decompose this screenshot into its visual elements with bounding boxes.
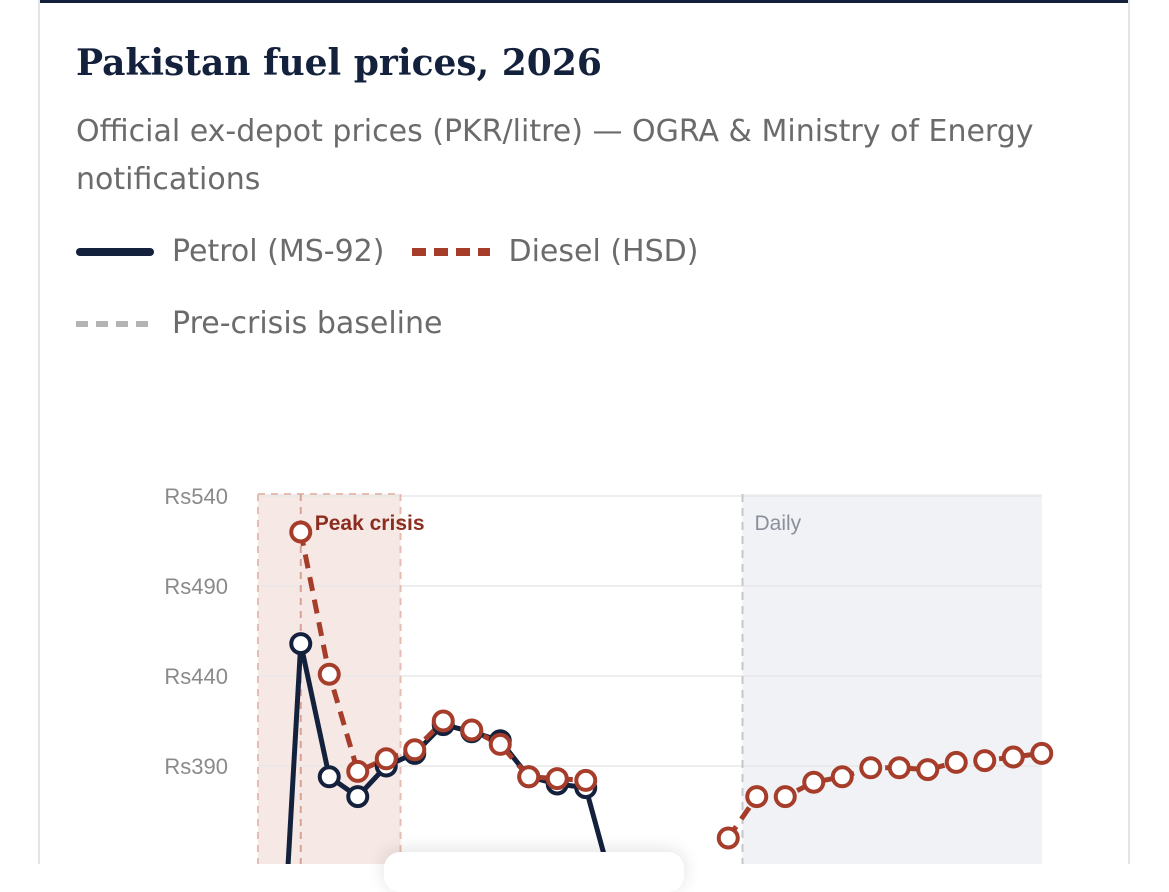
diesel-point-5: [431, 709, 455, 733]
diesel-point-13: [773, 785, 797, 809]
diesel-point-16: [859, 756, 883, 780]
top-accent-bar: [40, 0, 1128, 3]
tooltip-card: [384, 852, 684, 892]
y-tick-label-390: Rs390: [164, 754, 228, 779]
legend-swatch-petrol: [76, 247, 154, 256]
legend-item-petrol[interactable]: Petrol (MS-92): [76, 234, 384, 269]
diesel-point-21: [1001, 745, 1025, 769]
legend-label-petrol: Petrol (MS-92): [172, 234, 385, 269]
diesel-point-3: [374, 747, 398, 771]
diesel-point-20: [973, 749, 997, 773]
diesel-point-7: [488, 732, 512, 756]
diesel-point-22: [1030, 741, 1054, 765]
diesel-point-12: [745, 785, 769, 809]
diesel-point-4: [403, 738, 427, 762]
petrol-point-0: [289, 632, 313, 656]
petrol-point-2: [346, 785, 370, 809]
diesel-point-15: [830, 765, 854, 789]
chart-subtitle: Official ex-depot prices (PKR/litre) — O…: [76, 114, 1034, 197]
legend-row-1: Petrol (MS-92) Diesel (HSD): [76, 234, 698, 269]
chart-card: Pakistan fuel prices, 2026 Official ex-d…: [38, 0, 1130, 864]
chart-title: Pakistan fuel prices, 2026: [76, 42, 602, 84]
annotation-daily: Daily: [755, 512, 802, 535]
legend-item-baseline[interactable]: Pre-crisis baseline: [76, 306, 442, 341]
diesel-point-10: [574, 768, 598, 792]
legend-label-diesel: Diesel (HSD): [508, 234, 699, 269]
diesel-point-1: [317, 662, 341, 686]
legend-swatch-baseline: [76, 320, 154, 327]
diesel-point-8: [517, 765, 541, 789]
legend-swatch-diesel: [412, 247, 491, 256]
diesel-point-6: [460, 718, 484, 742]
legend-row-2: Pre-crisis baseline: [76, 306, 442, 341]
diesel-point-11: [716, 826, 740, 850]
diesel-point-9: [545, 767, 569, 791]
y-tick-label-490: Rs490: [164, 574, 228, 599]
diesel-point-17: [887, 756, 911, 780]
diesel-point-19: [944, 750, 968, 774]
legend-item-diesel[interactable]: Diesel (HSD): [412, 234, 698, 269]
annotation-peak-crisis: Peak crisis: [315, 512, 425, 535]
y-tick-label-540: Rs540: [164, 484, 228, 509]
legend-label-baseline: Pre-crisis baseline: [172, 306, 443, 341]
diesel-point-0: [289, 520, 313, 544]
daily-band: [742, 494, 1042, 864]
y-tick-label-440: Rs440: [164, 664, 228, 689]
diesel-point-14: [802, 770, 826, 794]
diesel-point-2: [346, 759, 370, 783]
petrol-point-1: [317, 765, 341, 789]
diesel-point-18: [916, 758, 940, 782]
fuel-price-chart: Rs390 Rs440 Rs490 Rs540 Peak crisis Daily: [164, 484, 1054, 864]
